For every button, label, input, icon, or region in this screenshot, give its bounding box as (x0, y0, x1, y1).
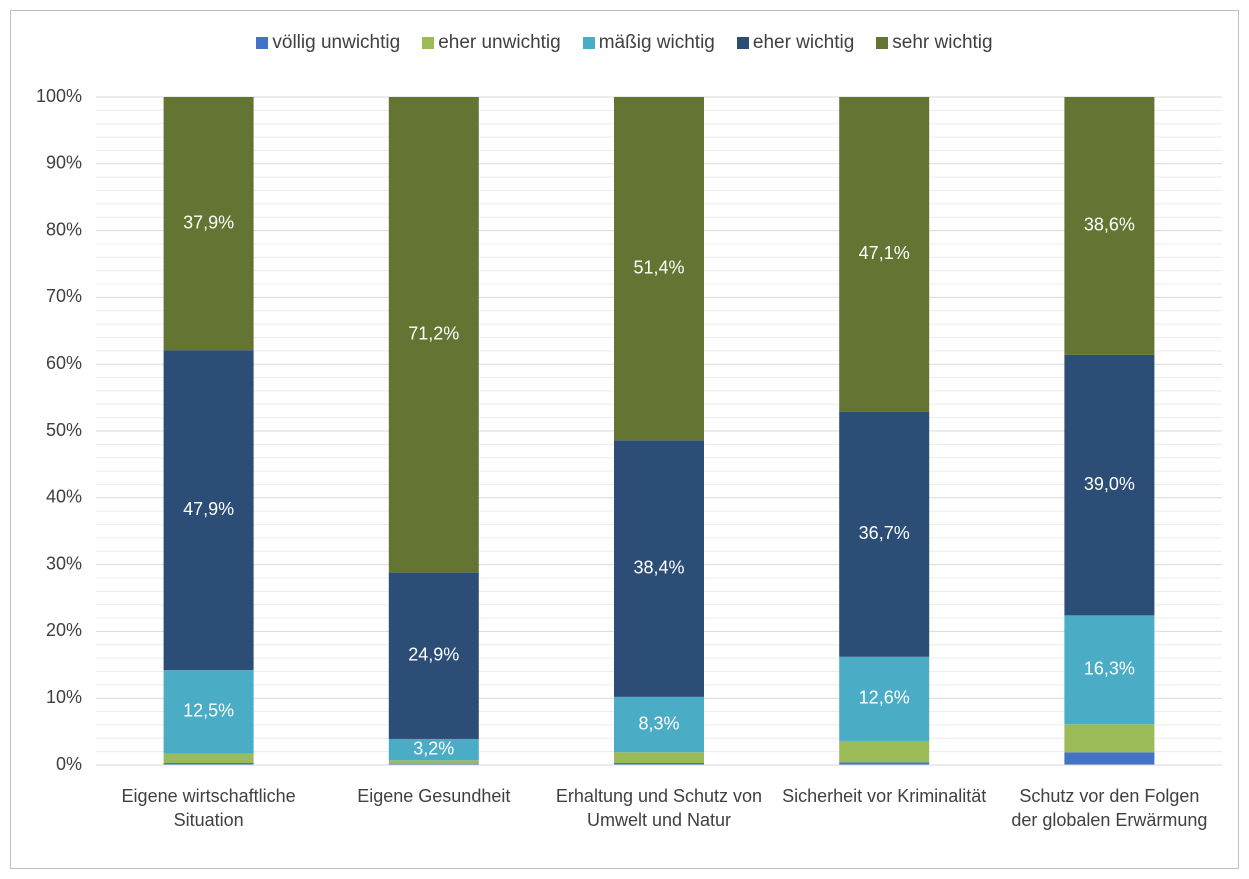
data-label: 39,0% (1084, 474, 1135, 494)
y-tick-label: 50% (46, 420, 82, 440)
data-label: 3,2% (413, 738, 454, 758)
bar-segment (614, 762, 704, 765)
y-tick-label: 100% (36, 86, 82, 106)
data-label: 47,9% (183, 499, 234, 519)
legend-label: eher unwichtig (438, 32, 561, 53)
legend-label: völlig unwichtig (272, 32, 401, 53)
data-label: 16,3% (1084, 659, 1135, 679)
legend-label: sehr wichtig (892, 32, 993, 53)
bar-segment (388, 760, 479, 764)
x-tick-label: Eigene wirtschaftliche Situation (121, 786, 296, 830)
bar-segment (614, 752, 704, 763)
bar-segment (839, 762, 930, 765)
data-label: 24,9% (408, 645, 459, 665)
legend-swatch (256, 37, 269, 49)
bar-segment (388, 572, 479, 739)
y-tick-label: 70% (46, 286, 82, 306)
x-tick-label: Eigene Gesundheit (357, 786, 511, 806)
data-label: 36,7% (859, 523, 910, 543)
bar-segment (839, 411, 930, 657)
bar-segment (614, 97, 704, 441)
bar-segment (614, 440, 704, 697)
bar-segment (839, 740, 930, 763)
data-label: 8,3% (638, 713, 679, 733)
legend-swatch (582, 37, 595, 49)
legend-label: eher wichtig (752, 32, 855, 53)
bar-segment (163, 350, 254, 671)
y-tick-label: 60% (46, 353, 82, 373)
bar-segment (1064, 354, 1155, 616)
y-tick-label: 40% (46, 487, 82, 507)
bar-segment (1064, 97, 1155, 355)
data-label: 51,4% (633, 257, 684, 277)
data-label: 38,4% (633, 557, 684, 577)
legend-item: mäßig wichtig (582, 32, 715, 54)
bar-segment (614, 696, 704, 753)
bar-segment (1064, 752, 1155, 765)
frame (10, 10, 1239, 869)
x-tick-label: Erhaltung und Schutz von Umwelt und Natu… (555, 786, 763, 830)
legend-label: mäßig wichtig (598, 32, 715, 53)
legend-swatch (422, 37, 435, 49)
legend-item: völlig unwichtig (256, 32, 400, 54)
legend-item: eher unwichtig (422, 32, 561, 54)
y-tick-label: 10% (46, 687, 82, 707)
bar-segment (388, 738, 479, 761)
bar-segment (163, 753, 254, 763)
bar-segment (1064, 615, 1155, 725)
data-label: 38,6% (1084, 215, 1135, 235)
legend-item: eher wichtig (736, 32, 855, 54)
legend-swatch (736, 37, 749, 49)
legend-swatch (876, 37, 889, 49)
bar-segment (839, 656, 930, 741)
data-label: 71,2% (408, 324, 459, 344)
bar-segment (163, 762, 254, 765)
bar-segment (1064, 724, 1155, 753)
data-label: 47,1% (859, 243, 910, 263)
y-tick-label: 90% (46, 153, 82, 173)
x-tick-label: Schutz vor den Folgen der globalen Erwär… (1011, 786, 1208, 830)
legend-item: sehr wichtig (876, 32, 993, 54)
y-tick-label: 80% (46, 219, 82, 239)
x-tick-label: Sicherheit vor Kriminalität (782, 786, 987, 806)
bar-segment (388, 97, 479, 573)
y-tick-label: 0% (56, 754, 82, 774)
y-tick-label: 30% (46, 553, 82, 573)
y-tick-label: 20% (46, 620, 82, 640)
data-label: 37,9% (183, 212, 234, 232)
bar-segment (163, 670, 254, 754)
legend: völlig unwichtig eher unwichtig mäßig wich… (0, 32, 1249, 54)
bar-segment (163, 97, 254, 351)
bar-segment (839, 97, 930, 412)
bar-segment (388, 763, 479, 765)
data-label: 12,6% (859, 688, 910, 708)
data-label: 12,5% (183, 701, 234, 721)
